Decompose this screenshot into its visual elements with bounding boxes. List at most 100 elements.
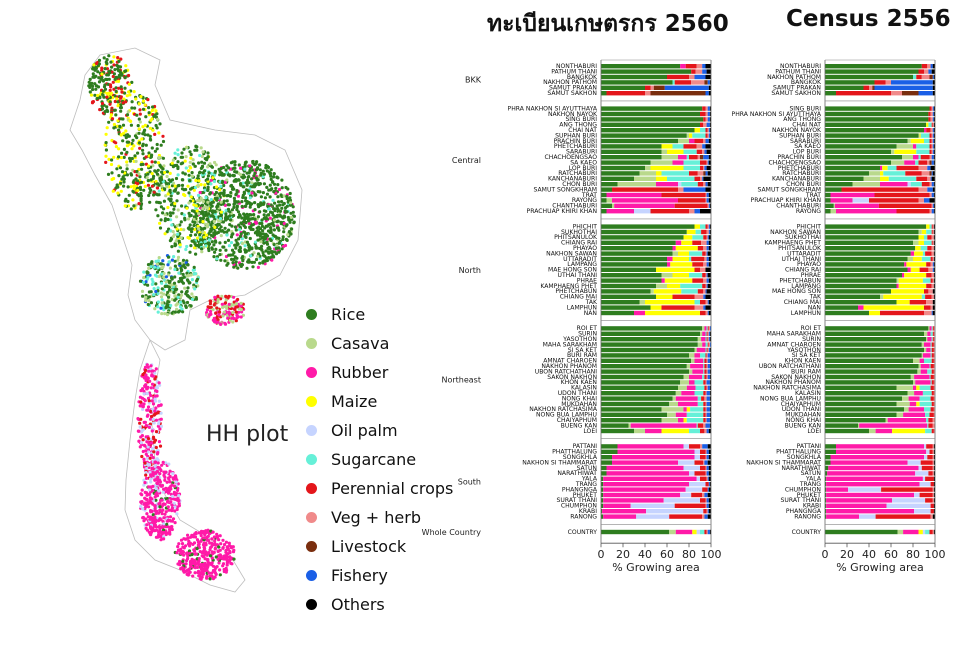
bar-segment bbox=[929, 192, 932, 198]
bar-segment bbox=[880, 294, 884, 299]
row-label: CHUMPHON bbox=[561, 503, 597, 510]
bar-segment bbox=[645, 85, 651, 90]
row-label: TRAT bbox=[581, 192, 597, 199]
bar-segment bbox=[825, 331, 924, 336]
bar-segment bbox=[932, 111, 934, 117]
bar-segment bbox=[878, 203, 932, 208]
row-label: ANG THONG bbox=[783, 116, 821, 123]
bar-segment bbox=[925, 529, 930, 535]
legend-item: Fishery bbox=[306, 561, 486, 590]
bar-segment bbox=[825, 278, 897, 283]
bar-segment bbox=[859, 514, 876, 519]
row-label: UTTARADIT bbox=[787, 250, 821, 257]
bar-segment bbox=[705, 380, 707, 385]
bar-segment bbox=[601, 149, 662, 154]
bar-segment bbox=[930, 353, 932, 358]
row-label: YASOTHON bbox=[786, 347, 821, 354]
bar-segment bbox=[678, 187, 684, 192]
bar-segment bbox=[933, 106, 935, 111]
bar-segment bbox=[927, 423, 929, 428]
row-label: PRACHUAP KHIRI KHAN bbox=[751, 197, 821, 204]
bar-segment bbox=[709, 407, 711, 412]
bar-segment bbox=[689, 374, 703, 380]
bar-segment bbox=[601, 251, 673, 256]
row-label: CHON BURI bbox=[562, 181, 597, 188]
bar-segment bbox=[708, 347, 710, 353]
bar-segment bbox=[705, 310, 708, 316]
thailand-map bbox=[69, 47, 303, 593]
bar-segment bbox=[704, 364, 707, 369]
bar-segment bbox=[933, 138, 935, 144]
row-label: ANG THONG bbox=[559, 122, 597, 129]
bar-segment bbox=[930, 514, 933, 519]
bar-segment bbox=[834, 203, 879, 208]
bar-segment bbox=[891, 91, 902, 96]
legend-swatch bbox=[306, 367, 317, 378]
bar-segment bbox=[869, 428, 876, 434]
bar-segment bbox=[694, 176, 700, 181]
bar-segment bbox=[694, 74, 706, 80]
x-tick-label: 0 bbox=[822, 548, 829, 561]
bar-segment bbox=[706, 165, 711, 171]
bar-segment bbox=[925, 251, 932, 256]
bar-segment bbox=[880, 171, 884, 176]
bar-segment bbox=[932, 460, 934, 465]
bar-segment bbox=[825, 364, 919, 369]
bar-segment bbox=[928, 326, 930, 331]
row-label: PHATTHALUNG bbox=[552, 449, 597, 456]
bar-segment bbox=[685, 487, 703, 492]
bar-segment bbox=[672, 273, 689, 278]
bar-segment bbox=[601, 391, 676, 396]
row-label: KALASIN bbox=[571, 385, 597, 392]
bar-segment bbox=[706, 455, 709, 460]
bar-segment bbox=[709, 423, 711, 428]
row-label: PHETCHABUN bbox=[779, 277, 821, 284]
bar-segment bbox=[932, 138, 934, 144]
bar-segment bbox=[836, 449, 927, 454]
bar-segment bbox=[702, 331, 706, 336]
bar-segment bbox=[702, 106, 706, 111]
bar-segment bbox=[825, 122, 927, 127]
bar-segment bbox=[929, 171, 932, 176]
bar-segment bbox=[709, 364, 711, 369]
bar-segment bbox=[606, 91, 645, 96]
bar-segment bbox=[707, 476, 709, 481]
bar-segment bbox=[892, 498, 926, 503]
bar-segment bbox=[703, 358, 705, 363]
bar-segment bbox=[869, 310, 880, 316]
bar-segment bbox=[922, 391, 932, 396]
bar-segment bbox=[933, 326, 935, 331]
bar-segment bbox=[708, 487, 711, 492]
bar-segment bbox=[917, 369, 921, 374]
bar-segment bbox=[706, 256, 709, 262]
bar-segment bbox=[929, 138, 932, 144]
bar-segment bbox=[930, 262, 933, 267]
bar-segment bbox=[601, 187, 612, 192]
legend-label: Sugarcane bbox=[331, 450, 417, 469]
bar-segment bbox=[681, 289, 698, 294]
bar-segment bbox=[634, 310, 645, 316]
bar-segment bbox=[882, 165, 888, 171]
row-label: NONTHABURI bbox=[556, 63, 597, 70]
bar-segment bbox=[915, 380, 931, 385]
bar-segment bbox=[932, 305, 935, 310]
bar-segment bbox=[706, 229, 709, 235]
bar-segment bbox=[933, 396, 935, 401]
bar-segment bbox=[916, 149, 930, 154]
bar-segment bbox=[918, 364, 921, 369]
bar-segment bbox=[601, 246, 673, 251]
bar-segment bbox=[931, 369, 934, 374]
bar-segment bbox=[708, 337, 710, 342]
bar-segment bbox=[603, 482, 689, 487]
bar-segment bbox=[702, 283, 706, 289]
bar-segment bbox=[913, 144, 917, 149]
row-label: MUKDAHAN bbox=[561, 401, 597, 408]
bar-segment bbox=[672, 144, 684, 149]
bar-segment bbox=[667, 283, 681, 289]
bar-segment bbox=[705, 337, 707, 342]
bar-segment bbox=[707, 133, 709, 138]
bar-segment bbox=[696, 423, 698, 428]
bar-segment bbox=[683, 374, 689, 380]
bar-segment bbox=[703, 509, 707, 514]
bar-segment bbox=[933, 369, 935, 374]
